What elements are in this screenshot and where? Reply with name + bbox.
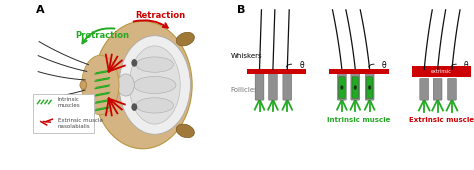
Text: A: A [36,5,45,15]
Ellipse shape [131,59,137,67]
Ellipse shape [93,21,192,149]
Ellipse shape [340,85,343,90]
Bar [412,66,471,77]
FancyBboxPatch shape [269,72,277,100]
Ellipse shape [354,85,357,90]
Ellipse shape [131,103,137,111]
FancyBboxPatch shape [337,72,346,100]
FancyBboxPatch shape [447,78,456,100]
Bar [247,69,306,74]
Ellipse shape [136,98,173,113]
Ellipse shape [136,57,173,72]
Text: Intrinsic
muscles: Intrinsic muscles [58,97,81,108]
FancyBboxPatch shape [283,72,292,100]
Text: Extrinsic muscle: Extrinsic muscle [409,117,474,123]
Text: θ: θ [299,61,304,70]
Ellipse shape [134,76,176,94]
Text: θ: θ [464,61,468,70]
FancyBboxPatch shape [255,72,264,100]
Ellipse shape [117,74,134,96]
Ellipse shape [176,124,194,138]
FancyBboxPatch shape [351,72,360,100]
Ellipse shape [119,36,191,134]
FancyBboxPatch shape [420,78,428,100]
Text: extrinsic: extrinsic [431,69,452,74]
FancyBboxPatch shape [433,78,442,100]
Ellipse shape [82,55,119,115]
Bar [329,69,389,74]
Text: Intrinsic muscle: Intrinsic muscle [328,117,391,123]
Text: Whiskers: Whiskers [231,53,263,59]
Text: Follicles: Follicles [231,87,258,93]
FancyBboxPatch shape [338,77,345,98]
FancyBboxPatch shape [366,77,373,98]
FancyBboxPatch shape [352,77,358,98]
Ellipse shape [80,81,87,89]
FancyBboxPatch shape [33,94,94,133]
Ellipse shape [176,32,194,46]
Ellipse shape [129,46,180,124]
Text: Retraction: Retraction [135,11,185,20]
Text: Extrinsic muscle
nasolabialis: Extrinsic muscle nasolabialis [58,118,103,129]
Text: θ: θ [382,61,386,70]
Ellipse shape [368,85,371,90]
Text: Protraction: Protraction [75,31,129,40]
Text: B: B [237,5,245,15]
FancyBboxPatch shape [365,72,374,100]
